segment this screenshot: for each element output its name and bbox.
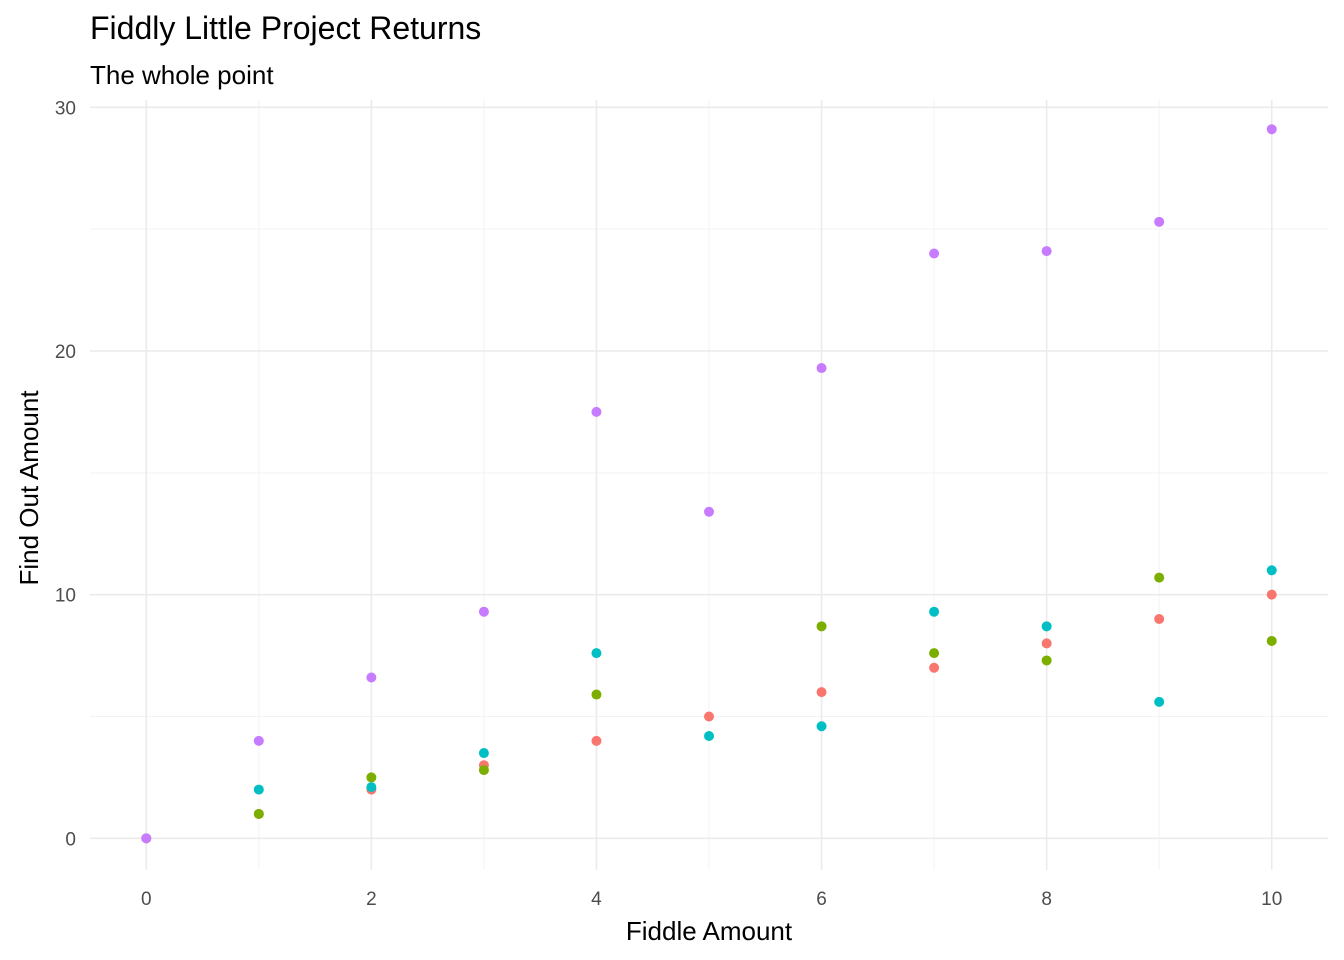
data-point bbox=[253, 784, 264, 795]
data-point bbox=[1266, 124, 1277, 135]
data-point bbox=[1154, 216, 1165, 227]
data-point bbox=[816, 363, 827, 374]
data-point bbox=[929, 648, 940, 659]
data-point bbox=[478, 606, 489, 617]
data-points bbox=[141, 124, 1277, 844]
data-point bbox=[1154, 572, 1165, 583]
chart-subtitle: The whole point bbox=[90, 60, 274, 90]
y-axis-ticks: 0 10 20 30 bbox=[55, 98, 76, 850]
x-tick-label: 0 bbox=[141, 889, 152, 910]
y-tick-label: 20 bbox=[55, 342, 76, 363]
data-point bbox=[478, 748, 489, 759]
chart-title: Fiddly Little Project Returns bbox=[90, 10, 482, 46]
y-tick-label: 30 bbox=[55, 98, 76, 119]
data-point bbox=[1266, 635, 1277, 646]
y-tick-label: 10 bbox=[55, 586, 76, 607]
x-tick-label: 2 bbox=[366, 889, 377, 910]
x-tick-label: 6 bbox=[816, 889, 827, 910]
x-axis-ticks: 0 2 4 6 8 10 bbox=[141, 889, 1282, 910]
data-point bbox=[704, 730, 714, 741]
data-point bbox=[1154, 614, 1165, 625]
data-point bbox=[704, 711, 714, 722]
data-point bbox=[1266, 589, 1277, 600]
grid-minor bbox=[90, 100, 1328, 870]
data-point bbox=[591, 648, 602, 659]
data-point bbox=[1041, 655, 1052, 666]
data-point bbox=[366, 672, 377, 683]
x-tick-label: 8 bbox=[1041, 889, 1052, 910]
data-point bbox=[591, 689, 602, 700]
data-point bbox=[816, 621, 827, 632]
grid-major bbox=[90, 100, 1328, 870]
data-point bbox=[929, 248, 940, 259]
data-point bbox=[253, 735, 264, 746]
data-point bbox=[1041, 638, 1052, 649]
x-tick-label: 4 bbox=[591, 889, 602, 910]
data-point bbox=[591, 406, 602, 417]
data-point bbox=[366, 782, 377, 793]
x-tick-label: 10 bbox=[1261, 889, 1282, 910]
data-point bbox=[929, 606, 940, 617]
data-point bbox=[591, 735, 602, 746]
data-point bbox=[1041, 621, 1052, 632]
data-point bbox=[929, 662, 940, 673]
x-axis-title: Fiddle Amount bbox=[626, 916, 793, 946]
data-point bbox=[816, 721, 827, 732]
data-point bbox=[253, 808, 264, 819]
data-point bbox=[704, 506, 714, 517]
data-point bbox=[1266, 565, 1277, 576]
data-point bbox=[1154, 696, 1165, 707]
data-point bbox=[816, 687, 827, 698]
y-axis-title: Find Out Amount bbox=[14, 390, 44, 586]
data-point bbox=[366, 772, 377, 783]
data-point bbox=[1041, 246, 1052, 257]
data-point bbox=[141, 833, 152, 844]
data-point bbox=[478, 765, 489, 776]
y-tick-label: 0 bbox=[65, 829, 76, 850]
